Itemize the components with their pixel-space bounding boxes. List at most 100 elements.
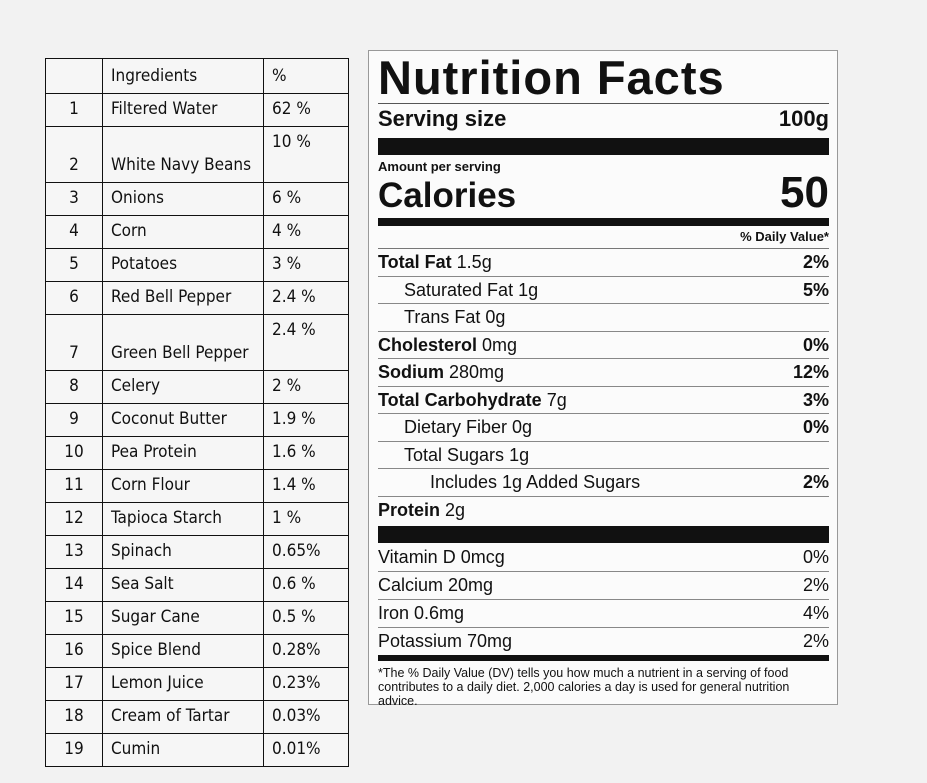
ingredients-header-row: Ingredients %: [45, 58, 349, 94]
nutrient-amount: 0g: [480, 307, 506, 327]
vitamin-row: Iron 0.6mg 4%: [378, 600, 829, 628]
ingredient-number: 12: [45, 502, 103, 536]
calories-row: Calories 50: [378, 168, 829, 217]
ingredient-percent: 0.5 %: [263, 601, 349, 635]
ingredient-number: 17: [45, 667, 103, 701]
nutrient-amount: 1.5g: [451, 252, 492, 272]
ingredient-row: 1 Filtered Water 62 %: [45, 93, 349, 127]
ingredient-row: 14 Sea Salt 0.6 %: [45, 568, 349, 602]
nutrient-daily-value: 0%: [802, 334, 829, 355]
nutrient-amount: 1g: [504, 444, 530, 465]
ingredient-row: 6 Red Bell Pepper 2.4 %: [45, 281, 349, 315]
ingredient-row: 15 Sugar Cane 0.5 %: [45, 601, 349, 635]
ingredient-number: 1: [45, 93, 103, 127]
ingredient-row: 9 Coconut Butter 1.9 %: [45, 403, 349, 437]
ingredient-name: Celery: [102, 370, 264, 404]
nutrient-name: Dietary Fiber 0g: [404, 414, 532, 441]
nutrient-amount: 2g: [440, 499, 466, 520]
vitamin-daily-value: 2%: [802, 575, 829, 595]
ingredient-name: Spinach: [102, 535, 264, 569]
ingredient-number: 4: [45, 215, 103, 249]
nutrient-label: Total Fat: [378, 252, 452, 272]
ingredient-number: 5: [45, 248, 103, 282]
ingredient-name: Green Bell Pepper: [102, 314, 264, 371]
ingredient-name: Onions: [102, 182, 264, 216]
ingredient-row: 5 Potatoes 3 %: [45, 248, 349, 282]
ingredient-number: 9: [45, 403, 103, 437]
amount-per-serving: Amount per serving: [378, 159, 501, 174]
ingredient-row: 16 Spice Blend 0.28%: [45, 634, 349, 668]
ingredient-percent: 6 %: [263, 182, 349, 216]
ingredient-row: 17 Lemon Juice 0.23%: [45, 667, 349, 701]
ingredient-percent: 3 %: [263, 248, 349, 282]
ingredient-percent: 2.4 %: [263, 281, 349, 315]
serving-size-label: Serving size: [378, 106, 507, 131]
nutrient-amount: 0g: [507, 417, 533, 437]
nutrient-row: Dietary Fiber 0g 0%: [378, 414, 829, 442]
nutrient-name: Total Fat 1.5g: [378, 249, 492, 276]
ingredient-number: 18: [45, 700, 103, 734]
vitamin-label: Potassium 70mg: [378, 631, 513, 651]
medium-divider: [378, 218, 829, 226]
header-percent: %: [263, 58, 349, 94]
ingredient-number: 2: [45, 126, 103, 183]
ingredient-number: 10: [45, 436, 103, 470]
ingredient-percent: 1.4 %: [263, 469, 349, 503]
ingredient-name: Cumin: [102, 733, 264, 767]
ingredient-percent: 1.6 %: [263, 436, 349, 470]
header-ingredients: Ingredients: [102, 58, 264, 94]
ingredient-name: Corn: [102, 215, 264, 249]
ingredient-name: Lemon Juice: [102, 667, 264, 701]
ingredient-name: Tapioca Starch: [102, 502, 264, 536]
nutrient-amount: 280mg: [444, 362, 505, 382]
nutrient-daily-value: 0%: [802, 417, 829, 437]
calories-label: Calories: [378, 176, 517, 215]
ingredient-percent: 2.4 %: [263, 314, 349, 371]
ingredient-name: Cream of Tartar: [102, 700, 264, 734]
divider: [378, 103, 829, 104]
ingredient-number: 14: [45, 568, 103, 602]
ingredient-name: Sugar Cane: [102, 601, 264, 635]
ingredient-name: Red Bell Pepper: [102, 281, 264, 315]
ingredient-row: 19 Cumin 0.01%: [45, 733, 349, 767]
ingredient-percent: 0.01%: [263, 733, 349, 767]
ingredient-row: 2 White Navy Beans 10 %: [45, 126, 349, 183]
nutrient-name: Sodium 280mg: [378, 359, 504, 386]
ingredient-percent: 1 %: [263, 502, 349, 536]
ingredient-row: 7 Green Bell Pepper 2.4 %: [45, 314, 349, 371]
nutrient-row: Total Sugars 1g: [378, 442, 829, 469]
vitamin-daily-value: 0%: [802, 547, 829, 567]
nutrient-row: Trans Fat 0g: [378, 304, 829, 332]
nutrient-label: Total Sugars: [404, 444, 505, 465]
nutrient-label: Includes 1g Added Sugars: [430, 472, 641, 492]
ingredient-row: 3 Onions 6 %: [45, 182, 349, 216]
nutrient-name: Protein 2g: [378, 497, 465, 524]
nutrient-label: Cholesterol: [378, 334, 478, 355]
ingredient-number: 7: [45, 314, 103, 371]
footnote: *The % Daily Value (DV) tells you how mu…: [378, 666, 790, 708]
calories-value: 50: [780, 168, 829, 217]
ingredient-number: 19: [45, 733, 103, 767]
nutrient-amount: 7g: [541, 389, 567, 410]
ingredient-number: 11: [45, 469, 103, 503]
nutrient-name: Includes 1g Added Sugars: [430, 469, 640, 496]
nutrition-facts-label: Nutrition Facts Serving size 100g Amount…: [368, 50, 838, 708]
ingredient-percent: 0.23%: [263, 667, 349, 701]
ingredient-number: 8: [45, 370, 103, 404]
ingredient-number: 15: [45, 601, 103, 635]
thick-divider: [378, 526, 829, 543]
nutrient-daily-value: 2%: [802, 472, 829, 492]
serving-size-value: 100g: [778, 106, 829, 131]
vitamin-label: Iron 0.6mg: [378, 603, 465, 623]
nutrient-label: Sodium: [378, 362, 444, 382]
ingredient-percent: 4 %: [263, 215, 349, 249]
nutrient-name: Total Carbohydrate 7g: [378, 387, 567, 414]
ingredient-name: Pea Protein: [102, 436, 264, 470]
ingredient-number: 13: [45, 535, 103, 569]
ingredient-row: 13 Spinach 0.65%: [45, 535, 349, 569]
vitamin-row: Calcium 20mg 2%: [378, 572, 829, 600]
vitamin-label: Calcium 20mg: [378, 575, 494, 595]
ingredient-name: Coconut Butter: [102, 403, 264, 437]
thick-divider: [378, 138, 829, 155]
nutrient-daily-value: 5%: [802, 279, 829, 300]
